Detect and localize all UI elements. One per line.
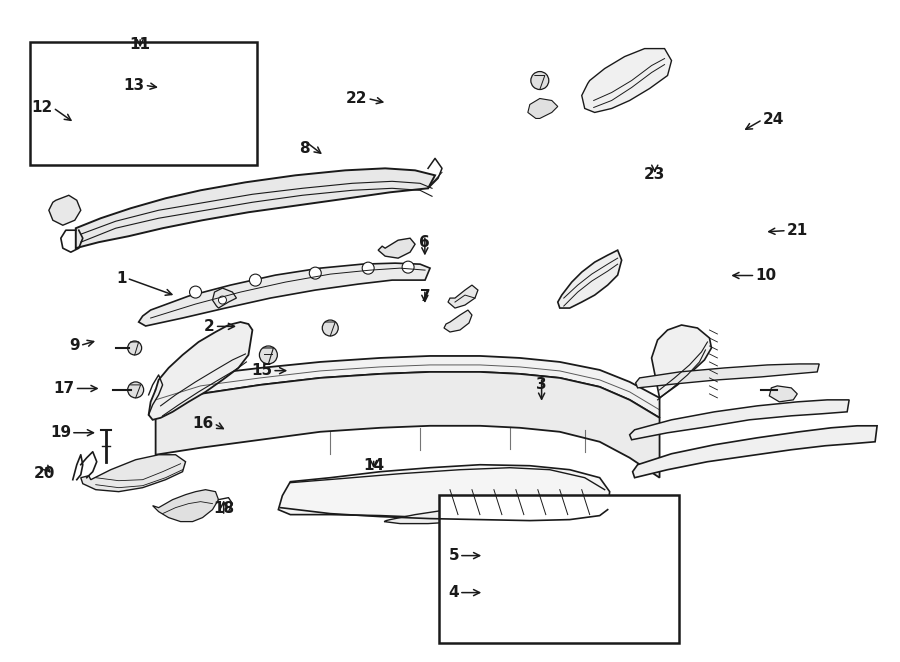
Polygon shape (49, 195, 81, 225)
Polygon shape (76, 168, 435, 248)
Text: 15: 15 (251, 363, 272, 378)
Polygon shape (212, 288, 237, 308)
Circle shape (402, 261, 414, 273)
Circle shape (322, 320, 338, 336)
Text: 22: 22 (346, 91, 367, 106)
Polygon shape (448, 285, 478, 308)
Polygon shape (278, 465, 609, 522)
Circle shape (128, 341, 141, 355)
Circle shape (219, 296, 227, 304)
Polygon shape (153, 490, 219, 522)
Circle shape (128, 382, 144, 398)
Polygon shape (139, 263, 430, 326)
Polygon shape (156, 372, 660, 478)
Polygon shape (652, 325, 712, 398)
Polygon shape (558, 250, 622, 308)
Text: 6: 6 (419, 235, 430, 250)
Text: 18: 18 (213, 501, 234, 516)
Text: 12: 12 (32, 100, 53, 115)
Polygon shape (635, 364, 819, 388)
Text: 11: 11 (130, 37, 150, 52)
Text: 9: 9 (69, 338, 80, 353)
Polygon shape (378, 238, 415, 258)
Text: 3: 3 (536, 377, 547, 393)
Text: 17: 17 (53, 381, 75, 396)
Text: 8: 8 (299, 141, 310, 156)
Bar (30, 42, 256, 165)
Text: 2: 2 (204, 319, 215, 334)
Text: 20: 20 (33, 466, 55, 481)
Polygon shape (630, 400, 850, 440)
Circle shape (310, 267, 321, 279)
Text: 7: 7 (419, 289, 430, 305)
Bar (439, 495, 679, 643)
Text: 14: 14 (363, 459, 384, 473)
Polygon shape (770, 386, 797, 402)
Polygon shape (527, 99, 558, 118)
Text: 13: 13 (123, 77, 145, 93)
Polygon shape (148, 322, 252, 420)
Text: 5: 5 (448, 548, 459, 563)
Text: 23: 23 (644, 167, 665, 182)
Circle shape (531, 71, 549, 89)
Polygon shape (81, 455, 185, 492)
Circle shape (190, 286, 202, 298)
Text: 19: 19 (50, 425, 71, 440)
Polygon shape (581, 48, 671, 113)
Text: 1: 1 (116, 271, 127, 285)
Circle shape (259, 346, 277, 364)
Text: 10: 10 (755, 268, 777, 283)
Polygon shape (384, 506, 520, 524)
Text: 24: 24 (762, 112, 784, 127)
Polygon shape (156, 356, 660, 418)
Text: 21: 21 (787, 223, 808, 238)
Circle shape (362, 262, 374, 274)
Polygon shape (633, 426, 878, 478)
Circle shape (249, 274, 261, 286)
Text: 4: 4 (448, 585, 459, 600)
Text: 16: 16 (193, 416, 214, 431)
Polygon shape (444, 310, 472, 332)
